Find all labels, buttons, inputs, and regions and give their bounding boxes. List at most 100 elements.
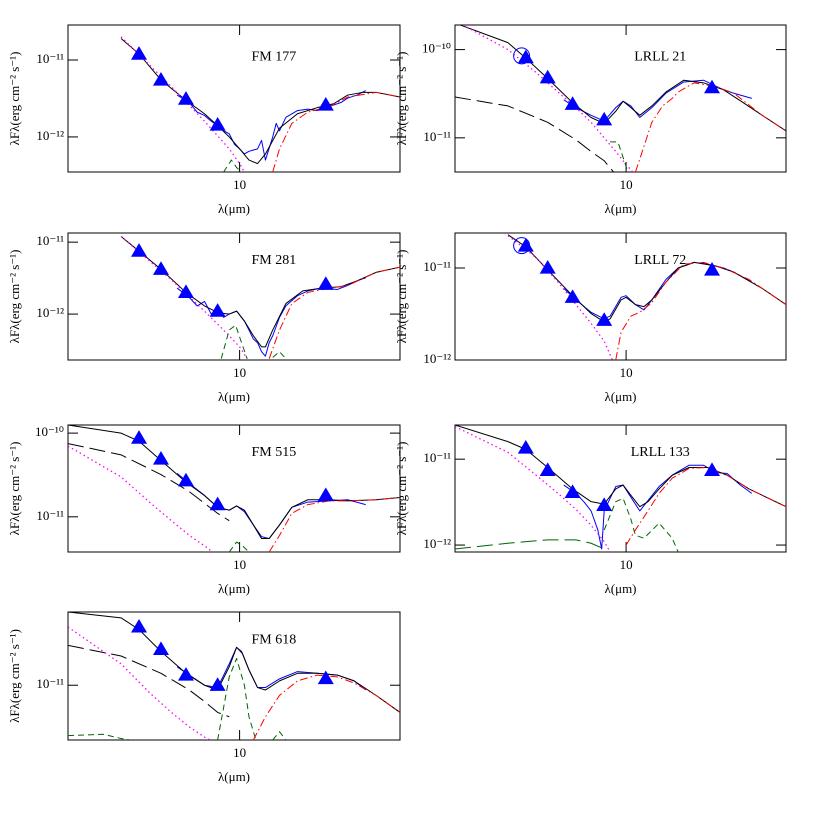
y-axis-label: λFλ(erg cm⁻² s⁻¹) (394, 52, 409, 146)
sed-line (610, 141, 629, 172)
y-axis-label: λFλ(erg cm⁻² s⁻¹) (394, 250, 409, 344)
photometry-point (564, 289, 581, 303)
panel: 10⁻¹¹ 10⁻¹² 10 λ(μm) λFλ(erg cm⁻² s⁻¹) FM 281 (7, 232, 401, 404)
sed-line (268, 497, 400, 552)
sed-line (615, 261, 786, 360)
sed-line (634, 82, 786, 172)
photometry-circle (513, 47, 531, 65)
y-tick-label: 10⁻¹⁰ (422, 41, 451, 56)
sed-line (272, 731, 287, 740)
photometry-point (131, 430, 148, 444)
y-tick-label: 10⁻¹¹ (36, 508, 64, 523)
sed-line (176, 277, 366, 357)
photometry-point (177, 472, 194, 487)
sed-line (176, 646, 367, 691)
sed-line (68, 445, 213, 552)
y-tick-label: 10⁻¹¹ (423, 259, 451, 274)
photometry-point (564, 484, 581, 499)
x-tick-label: 10 (620, 365, 633, 380)
photometry-point (539, 462, 556, 477)
plot-frame (454, 232, 787, 361)
y-tick-label: 10⁻¹⁰ (35, 424, 64, 439)
y-axis-label: λFλ(erg cm⁻² s⁻¹) (7, 629, 22, 723)
x-tick-label: 10 (233, 557, 246, 572)
panel-title: FM 515 (251, 445, 296, 460)
photometry-point (209, 496, 226, 511)
panel: 10⁻¹¹ 10⁻¹² 10 λ(μm) λFλ(erg cm⁻² s⁻¹) LRLL 1… (394, 424, 787, 596)
photometry-point (704, 462, 721, 477)
photometry-point (564, 96, 581, 110)
x-tick-label: 10 (620, 177, 633, 192)
sed-line (603, 497, 679, 552)
panel-title: FM 177 (251, 50, 296, 65)
photometry-point (539, 69, 556, 84)
panel-title: LRLL 21 (634, 50, 686, 65)
photometry-point (152, 451, 169, 465)
photometry-point (152, 71, 169, 86)
photometry-point (704, 79, 721, 94)
x-tick-label: 10 (620, 557, 633, 572)
panel-title: LRLL 72 (634, 253, 686, 268)
plot-frame (67, 424, 401, 553)
sed-line (252, 674, 400, 740)
photometry-point (177, 667, 194, 681)
sed-line (455, 425, 611, 552)
panel: 10⁻¹¹ 10⁻¹² 10 λ(μm) λFλ(erg cm⁻² s⁻¹) LRLL 7… (394, 232, 787, 404)
sed-line (462, 25, 634, 172)
plot-frame (454, 424, 787, 553)
x-axis-label: λ(μm) (218, 201, 250, 216)
panel: 10⁻¹⁰ 10⁻¹¹ 10 λ(μm) λFλ(erg cm⁻² s⁻¹) FM 515 (7, 424, 401, 596)
sed-line (176, 473, 366, 540)
x-tick-label: 10 (233, 365, 246, 380)
photometry-point (131, 46, 148, 60)
plot-frame (67, 611, 401, 741)
y-tick-label: 10⁻¹² (36, 128, 64, 143)
photometry-point (317, 276, 334, 290)
x-axis-label: λ(μm) (604, 201, 636, 216)
photometry-point (596, 111, 613, 126)
y-axis-label: λFλ(erg cm⁻² s⁻¹) (7, 250, 22, 344)
y-tick-label: 10⁻¹² (36, 305, 64, 320)
photometry-point (317, 670, 334, 685)
y-tick-label: 10⁻¹¹ (423, 129, 451, 144)
photometry-point (152, 261, 169, 275)
y-tick-label: 10⁻¹² (423, 351, 451, 366)
plot-area (68, 612, 400, 740)
photometry-point (209, 677, 226, 691)
plot-area (455, 25, 786, 172)
plot-frame (67, 232, 401, 361)
x-axis-label: λ(μm) (218, 389, 250, 404)
photometry-point (209, 116, 226, 131)
x-axis-label: λ(μm) (604, 581, 636, 596)
y-tick-label: 10⁻¹¹ (36, 233, 64, 248)
sed-line (68, 626, 211, 740)
sed-line (458, 25, 786, 132)
sed-line (68, 443, 230, 522)
panel: 10⁻¹⁰ 10⁻¹¹ 10 λ(μm) λFλ(erg cm⁻² s⁻¹) LRLL 2… (394, 24, 787, 216)
photometry-point (517, 49, 534, 64)
photometry-point (209, 303, 226, 317)
sed-line (68, 425, 400, 540)
sed-line (625, 467, 786, 546)
plot-frame (67, 24, 401, 173)
sed-line (68, 644, 230, 718)
sed-line (268, 266, 400, 359)
photometry-point (517, 439, 534, 454)
photometry-point (131, 243, 148, 257)
sed-line (507, 234, 786, 323)
sed-line (217, 657, 257, 740)
sed-line (455, 425, 786, 508)
photometry-point (152, 641, 169, 655)
x-tick-label: 10 (233, 177, 246, 192)
sed-line (563, 464, 753, 550)
y-tick-label: 10⁻¹¹ (36, 51, 64, 66)
photometry-point (131, 618, 148, 633)
y-tick-label: 10⁻¹² (423, 536, 451, 551)
plot-area (455, 425, 786, 552)
panel-title: FM 281 (251, 253, 296, 268)
sed-line (455, 539, 605, 550)
sed-line (220, 324, 248, 359)
photometry-point (539, 259, 556, 274)
